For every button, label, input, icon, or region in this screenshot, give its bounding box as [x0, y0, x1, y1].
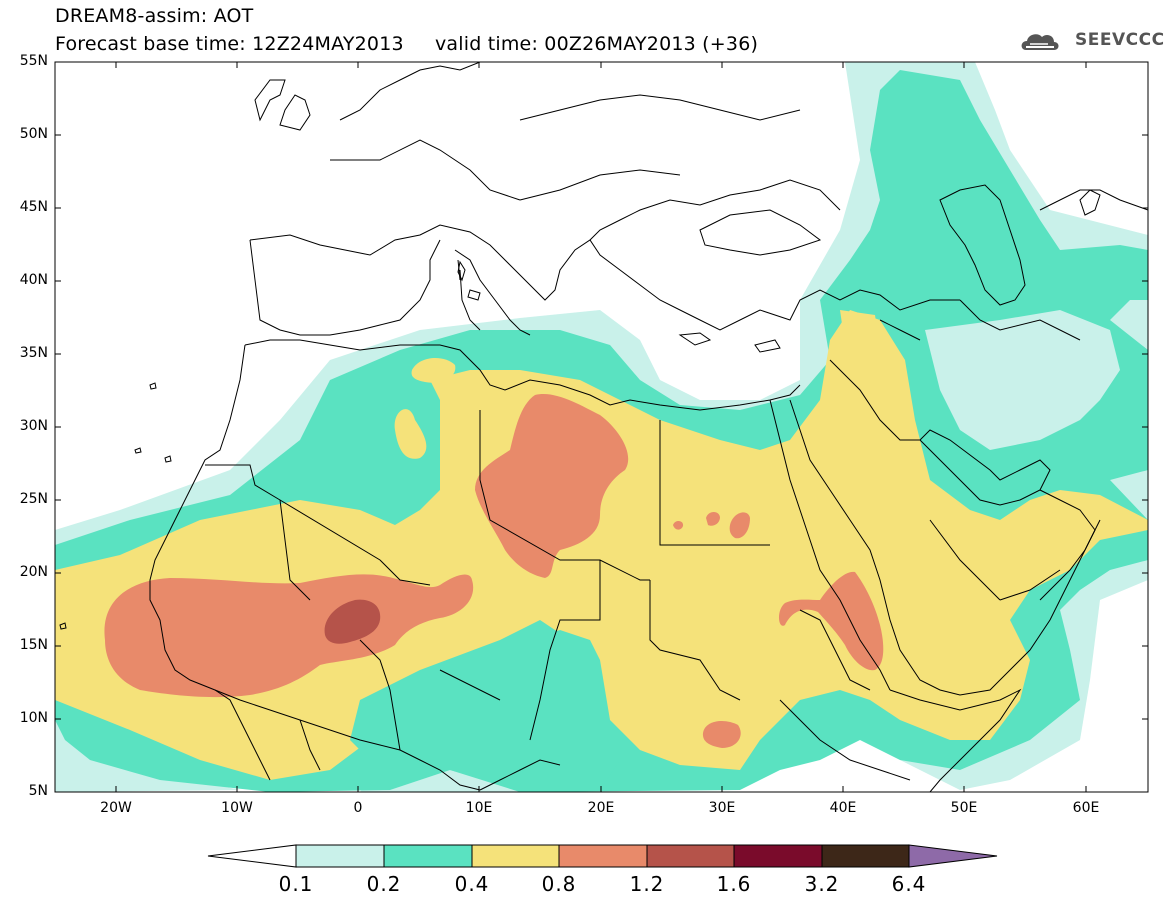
colorbar-bin-1-6	[733, 844, 823, 868]
lat-ticks	[55, 61, 1148, 793]
colorbar-label-0-4: 0.4	[454, 872, 490, 896]
lat-label-5n: 5N	[28, 783, 48, 799]
colorbar-bin-0-1	[295, 844, 385, 868]
colorbar-bin-3-2	[821, 844, 910, 868]
lat-label-55n: 55N	[19, 53, 48, 69]
colorbar-label-0-8: 0.8	[541, 872, 577, 896]
lon-label-20w: 20W	[100, 800, 132, 816]
lat-label-20n: 20N	[19, 564, 48, 580]
colorbar-label-6-4: 6.4	[891, 872, 927, 896]
lon-label-10e: 10E	[465, 800, 493, 816]
lat-label-35n: 35N	[19, 345, 48, 361]
map-title: DREAM8-assim: AOT	[55, 5, 254, 27]
colorbar-label-1-2: 1.2	[629, 872, 665, 896]
aot-zone-0-1-iran	[925, 310, 1120, 450]
aot-zone-0-8-sudan	[702, 721, 741, 748]
aot-zone-0-8-libya	[475, 394, 629, 578]
aot-zone-0-8-egypt-1	[729, 512, 750, 539]
aot-zone-0-4-morocco	[411, 358, 456, 383]
lon-label-50e: 50E	[950, 800, 978, 816]
aot-zone-0-2-ethiopia	[820, 708, 849, 743]
colorbar-upper-arrow	[908, 844, 998, 868]
aot-zone-0-4-arabia-n	[840, 310, 880, 360]
seevccc-cloud-logo-icon	[1021, 34, 1059, 50]
colorbar-label-0-2: 0.2	[366, 872, 402, 896]
lon-label-60e: 60E	[1072, 800, 1100, 816]
lon-label-10w: 10W	[221, 800, 253, 816]
aot-zone-0-8-west	[104, 574, 474, 698]
logo-text: SEEVCCC	[1075, 30, 1165, 50]
aot-zone-0-2-sahel	[350, 620, 620, 790]
coastlines-and-borders	[59, 62, 1148, 792]
lat-label-50n: 50N	[19, 126, 48, 142]
aot-zone-0-4-algeria	[394, 409, 427, 459]
lon-ticks	[115, 62, 1087, 792]
colorbar	[207, 844, 998, 868]
colorbar-bin-0-8	[558, 844, 648, 868]
colorbar-bin-1-2	[646, 844, 735, 868]
lon-label-30e: 30E	[708, 800, 736, 816]
colorbar-lower-arrow	[207, 844, 297, 868]
lon-label-40e: 40E	[829, 800, 857, 816]
aot-zone-0-8-eritrea	[778, 571, 884, 671]
lon-label-0: 0	[353, 800, 363, 816]
lat-label-25n: 25N	[19, 491, 48, 507]
aot-contours	[55, 62, 1148, 792]
aot-zone-1-2-mali	[324, 599, 381, 644]
colorbar-label-0-1: 0.1	[278, 872, 314, 896]
colorbar-bin-0-4	[471, 844, 560, 868]
colorbar-label-1-6: 1.6	[716, 872, 752, 896]
aot-zone-0-8-egypt-2	[706, 512, 720, 526]
aot-zone-0-8-egypt-3	[673, 520, 684, 530]
lat-label-45n: 45N	[19, 199, 48, 215]
lat-label-10n: 10N	[19, 710, 48, 726]
lat-label-30n: 30N	[19, 418, 48, 434]
lat-label-40n: 40N	[19, 272, 48, 288]
colorbar-label-3-2: 3.2	[804, 872, 840, 896]
map-subtitle-times: Forecast base time: 12Z24MAY2013 valid t…	[55, 33, 759, 55]
lat-label-15n: 15N	[19, 637, 48, 653]
lon-label-20e: 20E	[587, 800, 615, 816]
aot-zone-0-1-south	[55, 700, 240, 792]
colorbar-bin-0-2	[383, 844, 473, 868]
